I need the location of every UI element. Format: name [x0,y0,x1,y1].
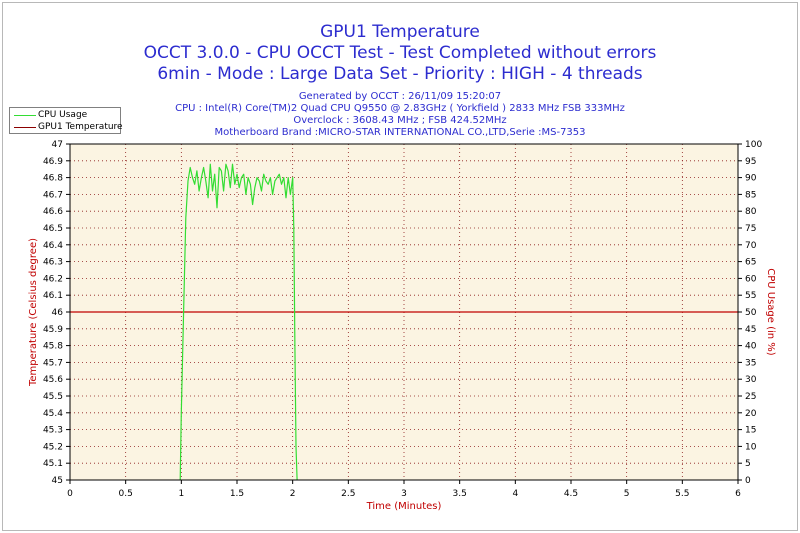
chart-subtitle-test: OCCT 3.0.0 - CPU OCCT Test - Test Comple… [143,43,657,63]
x-tick-label: 4 [512,489,518,499]
y2-tick-label: 65 [745,258,756,268]
chart-subtitle-mode: 6min - Mode : Large Data Set - Priority … [157,64,643,84]
y2-tick-label: 100 [745,140,762,150]
y2-tick-label: 0 [745,476,751,486]
legend-swatch-cpu-usage [14,115,36,116]
x-tick-label: 3 [401,489,407,499]
x-tick-label: 5 [624,489,630,499]
y2-tick-label: 75 [745,224,756,234]
chart-legend: CPU Usage GPU1 Temperature [9,107,123,134]
y-tick-label: 46.7 [43,190,63,200]
y-tick-label: 45.4 [43,409,63,419]
y2-tick-label: 85 [745,190,756,200]
y-tick-label: 45.3 [43,426,63,436]
y-tick-label: 46.4 [43,241,63,251]
y-tick-label: 45.7 [43,358,63,368]
motherboard-info: Motherboard Brand :MICRO-STAR INTERNATIO… [214,127,586,138]
x-axis-label: Time (Minutes) [366,501,442,512]
y-tick-label: 46.6 [43,207,63,217]
x-tick-label: 1.5 [230,489,244,499]
y-tick-label: 46.3 [43,258,63,268]
y2-tick-label: 40 [745,342,757,352]
chart-title: GPU1 Temperature [320,22,480,42]
legend-swatch-gpu1-temperature [14,127,36,128]
y-tick-label: 46.1 [43,291,63,301]
legend-item-cpu-usage: CPU Usage [10,109,120,121]
x-tick-label: 2.5 [341,489,355,499]
x-tick-label: 1 [178,489,184,499]
y-tick-label: 46.2 [43,274,63,284]
y2-tick-label: 60 [745,274,757,284]
y-tick-label: 46 [52,308,64,318]
series-cpu-usage [179,163,298,481]
y2-tick-label: 70 [745,241,757,251]
x-tick-label: 0.5 [119,489,133,499]
y2-tick-label: 25 [745,392,756,402]
y2-tick-label: 55 [745,291,756,301]
y-tick-label: 46.8 [43,174,63,184]
legend-label-gpu1-temperature: GPU1 Temperature [38,122,123,132]
x-tick-label: 6 [735,489,741,499]
series-layer [70,163,738,481]
y2-tick-label: 90 [745,174,757,184]
y2-tick-label: 30 [745,375,757,385]
y2-tick-label: 35 [745,358,756,368]
y2-tick-label: 45 [745,325,756,335]
x-tick-label: 0 [67,489,73,499]
y-tick-label: 45 [52,476,63,486]
x-tick-label: 5.5 [675,489,689,499]
y2-tick-label: 95 [745,157,756,167]
y2-axis-label: CPU Usage (in %) [765,268,776,356]
cpu-info: CPU : Intel(R) Core(TM)2 Quad CPU Q9550 … [175,103,625,114]
legend-label-cpu-usage: CPU Usage [38,110,88,120]
y2-tick-label: 80 [745,207,757,217]
y-tick-label: 45.5 [43,392,63,402]
y-tick-label: 45.1 [43,459,63,469]
y2-tick-label: 5 [745,459,751,469]
x-tick-label: 3.5 [453,489,467,499]
y-tick-label: 45.2 [43,442,63,452]
y2-tick-label: 10 [745,442,757,452]
y-tick-label: 46.9 [43,157,63,167]
y-tick-label: 46.5 [43,224,63,234]
y-tick-label: 45.8 [43,342,63,352]
overclock-info: Overclock : 3608.43 MHz ; FSB 424.52MHz [293,115,507,126]
x-tick-label: 2 [290,489,296,499]
y2-tick-label: 15 [745,426,756,436]
y-tick-label: 45.6 [43,375,63,385]
y-axis-label: Temperature (Celsius degree) [28,238,39,387]
y2-tick-label: 20 [745,409,757,419]
generated-info: Generated by OCCT : 26/11/09 15:20:07 [298,91,502,102]
axes: 0 0.5 1 1.5 2 2.5 3 3.5 4 4.5 5 5.5 6 45 45.1 45.2 45.3 4… [43,140,762,499]
y-tick-label: 47 [52,140,63,150]
legend-item-gpu1-temperature: GPU1 Temperature [10,121,123,133]
y2-tick-label: 50 [745,308,757,318]
y-tick-label: 45.9 [43,325,63,335]
x-tick-label: 4.5 [564,489,578,499]
